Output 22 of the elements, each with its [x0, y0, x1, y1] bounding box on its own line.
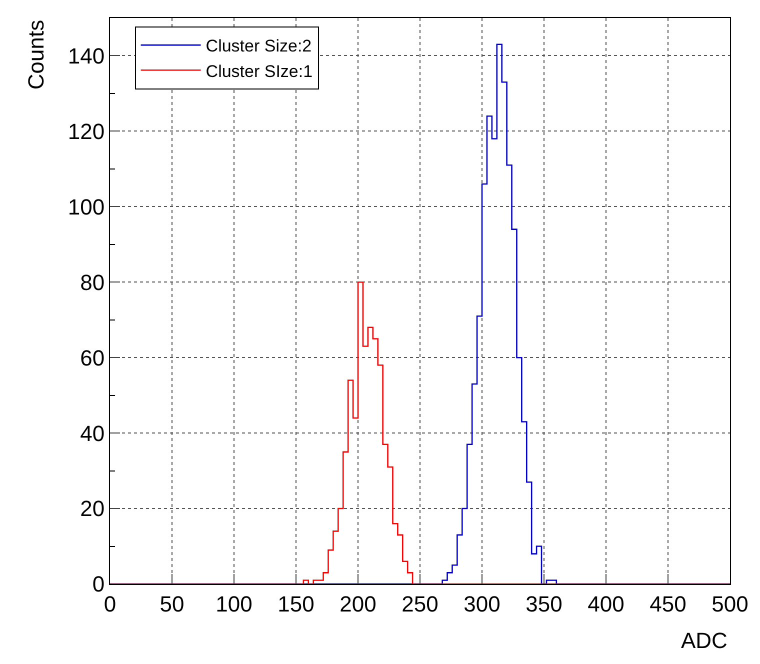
y-tick-label: 60	[80, 345, 105, 370]
y-tick-label: 0	[92, 572, 105, 597]
x-tick-label: 100	[216, 591, 252, 616]
y-tick-label: 120	[68, 118, 105, 144]
x-axis-title: ADC	[681, 628, 728, 653]
y-tick-label: 80	[80, 270, 105, 295]
x-tick-label: 500	[712, 591, 748, 616]
legend-label: Cluster Size:2	[206, 36, 312, 56]
x-tick-label: 50	[160, 591, 184, 616]
x-tick-label: 350	[526, 591, 562, 616]
y-tick-label: 20	[80, 496, 105, 522]
x-tick-label: 200	[340, 591, 376, 616]
y-tick-label: 100	[68, 194, 105, 220]
y-tick-label: 140	[68, 43, 105, 68]
x-tick-label: 450	[650, 591, 686, 616]
legend-label: Cluster SIze:1	[206, 62, 313, 81]
y-axis-title: Counts	[24, 20, 49, 90]
y-tick-label: 40	[80, 420, 105, 446]
x-tick-label: 250	[402, 591, 438, 616]
x-tick-label: 150	[278, 591, 314, 616]
x-tick-label: 400	[588, 591, 624, 616]
x-tick-label: 300	[464, 591, 500, 616]
